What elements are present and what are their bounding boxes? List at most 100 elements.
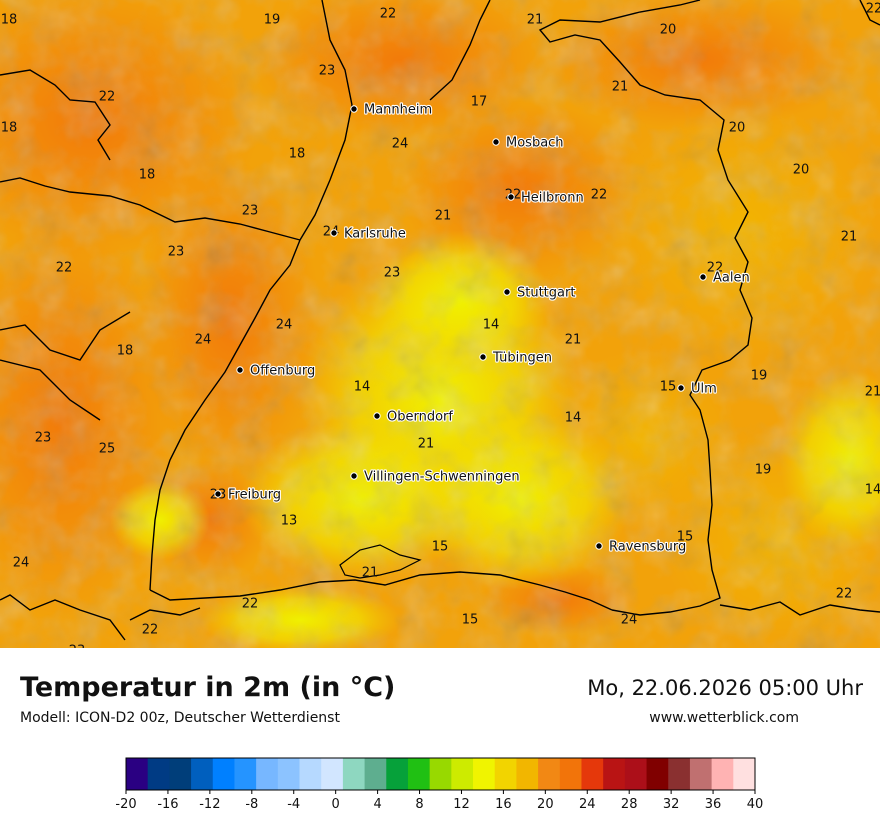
city-label: Heilbronn bbox=[521, 191, 584, 206]
temperature-value: 23 bbox=[69, 644, 86, 649]
colorbar-swatch bbox=[733, 758, 756, 790]
colorbar-swatch bbox=[234, 758, 257, 790]
city-marker bbox=[214, 490, 222, 498]
colorbar-swatch bbox=[538, 758, 561, 790]
colorbar-tick-label: -4 bbox=[287, 797, 300, 812]
city-label: Ravensburg bbox=[609, 540, 686, 555]
colorbar-tick-label: 28 bbox=[621, 797, 638, 812]
city-marker bbox=[236, 366, 244, 374]
city-label: Villingen-Schwenningen bbox=[364, 470, 520, 485]
colorbar-tick-label: 36 bbox=[705, 797, 722, 812]
city-marker bbox=[350, 105, 358, 113]
temperature-value: 19 bbox=[755, 463, 772, 478]
colorbar-swatch bbox=[689, 758, 713, 790]
colorbar-tick-label: 20 bbox=[537, 797, 554, 812]
temperature-value: 23 bbox=[384, 266, 401, 281]
map-title: Temperatur in 2m (in °C) bbox=[20, 672, 396, 703]
temperature-value: 22 bbox=[380, 7, 397, 22]
temperature-value: 15 bbox=[660, 380, 677, 395]
colorbar-swatch bbox=[169, 758, 192, 790]
temperature-value: 18 bbox=[1, 121, 18, 136]
colorbar-tick-label: 4 bbox=[373, 797, 381, 812]
city-marker bbox=[350, 472, 358, 480]
colorbar-tick-label: -20 bbox=[115, 797, 136, 812]
colorbar-swatch bbox=[321, 758, 344, 790]
colorbar-swatch bbox=[494, 758, 517, 790]
city-marker bbox=[492, 138, 500, 146]
temperature-value: 21 bbox=[418, 437, 435, 452]
temperature-value: 21 bbox=[362, 566, 379, 581]
temperature-value: 22 bbox=[707, 261, 724, 276]
website-link[interactable]: www.wetterblick.com bbox=[649, 710, 799, 726]
city-label: Offenburg bbox=[250, 364, 315, 379]
city-markers: Mannheim Mosbach Heilbronn Karlsruhe Aalen St… bbox=[214, 101, 751, 556]
temperature-value: 23 bbox=[319, 64, 336, 79]
colorbar-tick-label: 0 bbox=[332, 797, 340, 812]
colorbar-swatch bbox=[342, 758, 366, 790]
temperature-labels: 18 19 22 21 22 20 22 23 18 17 21 20 24 18 20 18 22 22 23 21… bbox=[1, 2, 880, 649]
color-legend: -20 -16 -12 -8 -4 0 4 8 12 16 20 24 28 32 36 40 bbox=[0, 750, 880, 830]
temperature-value: 21 bbox=[565, 333, 582, 348]
temperature-value: 24 bbox=[276, 318, 293, 333]
temperature-value: 20 bbox=[660, 23, 677, 38]
city-marker bbox=[503, 288, 511, 296]
temperature-value: 21 bbox=[841, 230, 858, 245]
colorbar-swatch bbox=[191, 758, 214, 790]
colorbar-swatch bbox=[559, 758, 582, 790]
colorbar-swatch bbox=[299, 758, 322, 790]
temperature-value: 15 bbox=[677, 530, 694, 545]
colorbar-tick-label: 8 bbox=[415, 797, 423, 812]
temperature-value: 22 bbox=[56, 261, 73, 276]
temperature-value: 25 bbox=[99, 442, 116, 457]
colorbar-swatch bbox=[581, 758, 604, 790]
city-marker bbox=[677, 384, 685, 392]
colorbar-swatch bbox=[429, 758, 452, 790]
temperature-value: 22 bbox=[591, 188, 608, 203]
city-label: Ulm bbox=[691, 382, 717, 397]
colorbar-tick-label: -12 bbox=[199, 797, 220, 812]
colorbar-tick-label: -16 bbox=[157, 797, 178, 812]
temperature-value: 20 bbox=[729, 121, 746, 136]
city-marker bbox=[507, 193, 515, 201]
colorbar-tick-label: 32 bbox=[663, 797, 680, 812]
colorbar-swatch bbox=[256, 758, 279, 790]
temperature-value: 14 bbox=[865, 483, 880, 498]
colorbar-swatch bbox=[147, 758, 170, 790]
temperature-value: 14 bbox=[565, 411, 582, 426]
city-marker bbox=[699, 273, 707, 281]
temperature-value: 18 bbox=[289, 147, 306, 162]
temperature-value: 14 bbox=[354, 380, 371, 395]
city-marker bbox=[373, 412, 381, 420]
temperature-value: 24 bbox=[392, 137, 409, 152]
temperature-value: 21 bbox=[435, 209, 452, 224]
temperature-value: 18 bbox=[1, 13, 18, 28]
temperature-value: 21 bbox=[612, 80, 629, 95]
colorbar-swatch bbox=[668, 758, 691, 790]
temperature-value: 13 bbox=[281, 514, 298, 529]
colorbar-swatch bbox=[212, 758, 235, 790]
temperature-value: 18 bbox=[117, 344, 134, 359]
temperature-value: 20 bbox=[793, 163, 810, 178]
colorbar-tick-label: 12 bbox=[453, 797, 470, 812]
temperature-value: 18 bbox=[139, 168, 156, 183]
temperature-value: 14 bbox=[483, 318, 500, 333]
city-label: Karlsruhe bbox=[344, 227, 406, 242]
noise-texture bbox=[0, 0, 880, 648]
colorbar-swatch bbox=[126, 758, 149, 790]
temperature-value: 21 bbox=[865, 385, 880, 400]
city-marker bbox=[479, 353, 487, 361]
temperature-value: 17 bbox=[471, 95, 488, 110]
city-label: Mannheim bbox=[364, 103, 432, 118]
colorbar-tick-label: 16 bbox=[495, 797, 512, 812]
colorbar-swatch bbox=[364, 758, 387, 790]
temperature-value: 23 bbox=[168, 245, 185, 260]
temperature-value: 15 bbox=[432, 540, 449, 555]
borders bbox=[0, 0, 880, 641]
temperature-value: 24 bbox=[621, 613, 638, 628]
temperature-value: 23 bbox=[242, 204, 259, 219]
city-marker bbox=[330, 229, 338, 237]
temperature-value: 15 bbox=[462, 613, 479, 628]
city-marker bbox=[595, 542, 603, 550]
colorbar-swatch bbox=[407, 758, 431, 790]
temperature-value: 24 bbox=[195, 333, 212, 348]
